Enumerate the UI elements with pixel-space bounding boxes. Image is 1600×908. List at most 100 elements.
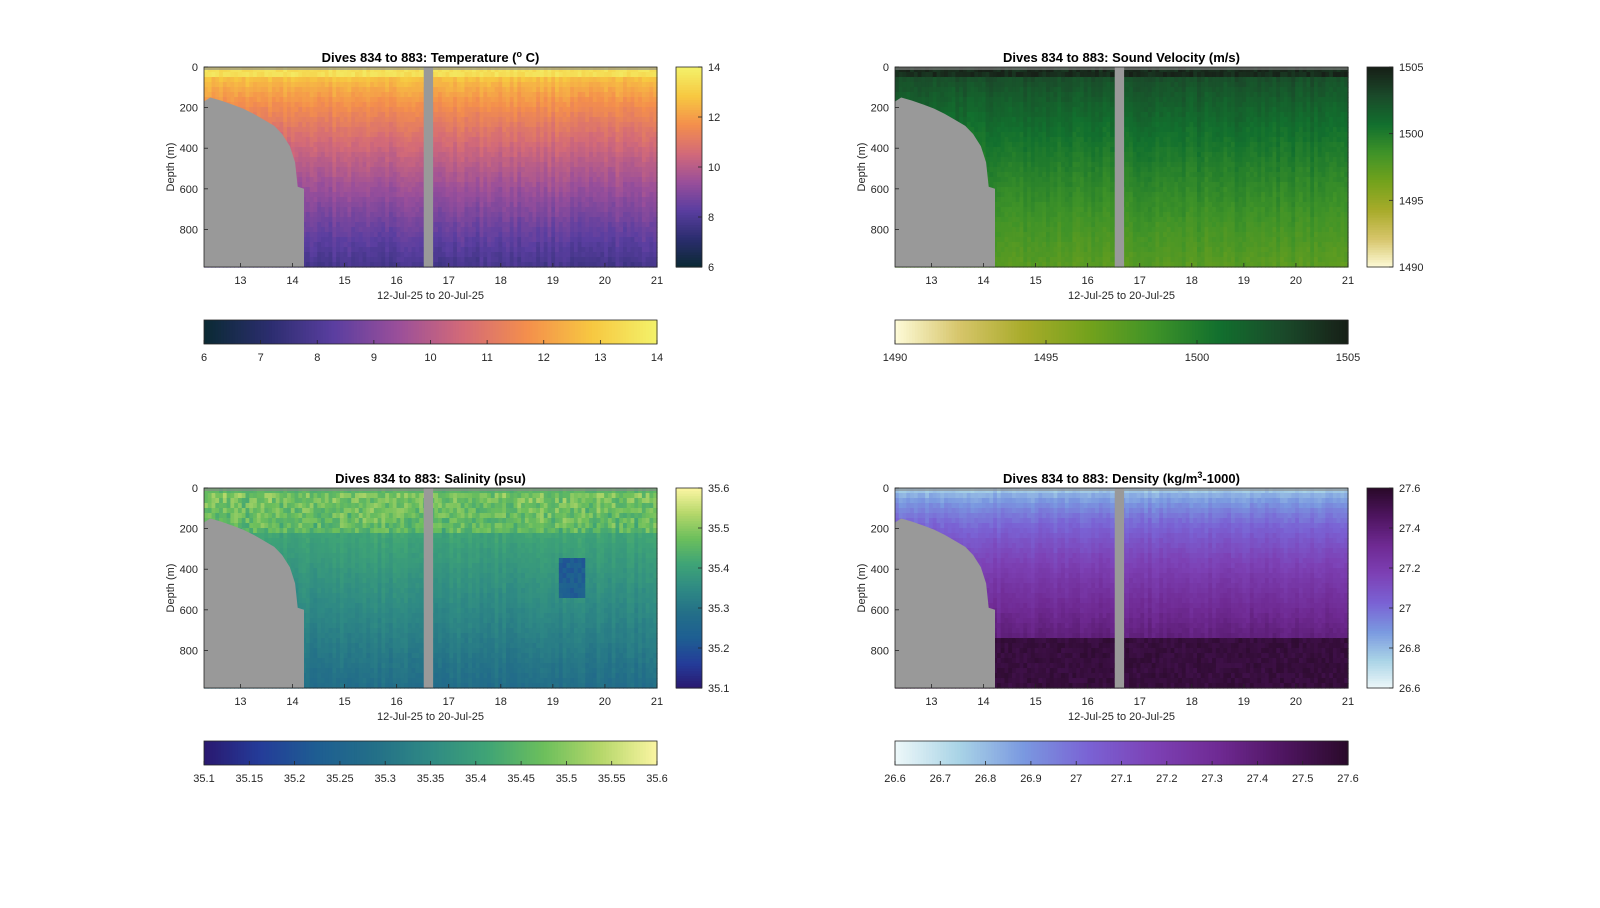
- temperature-cell: [585, 147, 590, 153]
- temperature-cell: [415, 152, 420, 158]
- temperature-cell: [313, 142, 318, 148]
- temperature-cell: [543, 152, 549, 158]
- temperature-cell: [404, 237, 409, 243]
- temperature-cell: [509, 182, 515, 188]
- temperature-cell: [464, 72, 469, 78]
- temperature-cell: [555, 172, 560, 178]
- temperature-cell: [619, 87, 624, 93]
- temperature-cell: [498, 127, 503, 133]
- temperature-cell: [381, 242, 386, 248]
- temperature-cell: [339, 197, 345, 203]
- temperature-cell: [645, 202, 651, 208]
- temperature-cell: [487, 222, 492, 228]
- temperature-cell: [626, 162, 632, 168]
- temperature-cell: [332, 237, 337, 243]
- temperature-cell: [641, 217, 647, 223]
- temperature-cell: [407, 147, 413, 153]
- temperature-cell: [336, 252, 341, 258]
- temperature-cell: [275, 82, 281, 88]
- temperature-cell: [271, 112, 277, 118]
- temperature-vcolorbar-segment: [676, 247, 702, 251]
- temperature-cell: [328, 87, 333, 93]
- temperature-cell: [521, 172, 526, 178]
- temperature-cell: [358, 177, 364, 183]
- temperature-x-tick-label: 15: [338, 275, 350, 287]
- temperature-cell: [415, 207, 420, 213]
- temperature-cell: [592, 107, 598, 113]
- temperature-cell: [377, 252, 383, 258]
- temperature-cell: [396, 182, 401, 188]
- temperature-cell: [607, 142, 613, 148]
- temperature-cell: [573, 197, 579, 203]
- temperature-cell: [309, 252, 315, 258]
- temperature-cell: [539, 167, 545, 173]
- temperature-cell: [460, 152, 466, 158]
- temperature-cell: [521, 82, 526, 88]
- temperature-cell: [453, 192, 458, 198]
- temperature-cell: [373, 127, 379, 133]
- temperature-cell: [355, 102, 360, 108]
- temperature-cell: [600, 167, 605, 173]
- temperature-cell: [604, 257, 609, 263]
- temperature-cell: [483, 227, 488, 233]
- temperature-cell: [596, 207, 601, 213]
- temperature-cell: [611, 97, 617, 103]
- temperature-cell: [623, 232, 628, 238]
- temperature-cell: [347, 232, 352, 238]
- temperature-cell: [381, 82, 386, 88]
- temperature-cell: [449, 142, 454, 148]
- temperature-cell: [487, 72, 492, 78]
- temperature-cell: [547, 202, 552, 208]
- temperature-cell: [509, 137, 515, 143]
- temperature-cell: [494, 212, 500, 218]
- temperature-cell: [653, 122, 658, 128]
- temperature-cell: [509, 97, 515, 103]
- temperature-cell: [411, 232, 416, 238]
- temperature-cell: [585, 132, 590, 138]
- temperature-cell: [287, 137, 292, 143]
- temperature-cell: [581, 142, 586, 148]
- temperature-cell: [411, 87, 416, 93]
- temperature-cell: [415, 87, 420, 93]
- temperature-cell: [475, 187, 481, 193]
- temperature-cell: [351, 242, 356, 248]
- temperature-cell: [589, 242, 594, 248]
- temperature-cell: [634, 187, 639, 193]
- temperature-cell: [415, 97, 420, 103]
- temperature-cell: [551, 122, 556, 128]
- temperature-cell: [362, 112, 367, 118]
- temperature-cell: [385, 107, 390, 113]
- temperature-cell: [385, 172, 390, 178]
- temperature-cell: [581, 202, 586, 208]
- temperature-cell: [521, 182, 526, 188]
- temperature-vcolorbar-segment: [676, 202, 702, 206]
- temperature-cell: [400, 187, 405, 193]
- temperature-cell: [381, 172, 386, 178]
- temperature-cell: [400, 102, 405, 108]
- temperature-cell: [577, 142, 583, 148]
- temperature-cell: [336, 207, 341, 213]
- temperature-cell: [441, 107, 447, 113]
- temperature-cell: [302, 242, 307, 248]
- temperature-cell: [468, 122, 473, 128]
- temperature-cell: [611, 82, 617, 88]
- temperature-cell: [358, 92, 364, 98]
- temperature-cell: [407, 252, 413, 258]
- temperature-cell: [524, 222, 530, 228]
- temperature-cell: [366, 117, 371, 123]
- temperature-cell: [539, 252, 545, 258]
- temperature-cell: [509, 152, 515, 158]
- temperature-cell: [536, 182, 541, 188]
- temperature-cell: [434, 212, 439, 218]
- temperature-cell: [449, 227, 454, 233]
- temperature-cell: [641, 97, 647, 103]
- panel-temperature: Dives 834 to 883: Temperature (o C)13 14 1…: [165, 49, 720, 364]
- temperature-cell: [460, 127, 466, 133]
- temperature-cell: [339, 107, 345, 113]
- temperature-cell: [506, 192, 511, 198]
- temperature-cell: [313, 162, 318, 168]
- temperature-cell: [483, 92, 488, 98]
- temperature-cell: [302, 147, 307, 153]
- temperature-cell: [649, 97, 654, 103]
- temperature-cell: [623, 227, 628, 233]
